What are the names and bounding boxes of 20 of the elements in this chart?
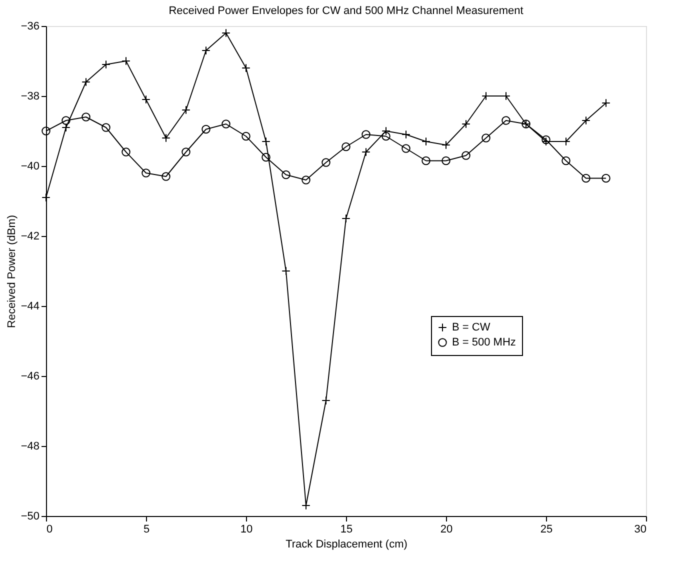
x-tick-label: 25	[540, 524, 553, 536]
legend-label: B = CW	[452, 322, 491, 334]
legend-label: B = 500 MHz	[452, 336, 516, 348]
y-tick-label: −50	[20, 510, 40, 522]
x-tick-label: 0	[46, 524, 53, 536]
y-tick-label: −44	[20, 300, 40, 312]
x-axis-title: Track Displacement (cm)	[286, 538, 408, 550]
y-tick-label: −46	[20, 370, 40, 382]
y-tick-label: −48	[20, 440, 40, 452]
y-tick-label: −38	[20, 90, 40, 102]
x-tick-label: 10	[240, 524, 253, 536]
y-tick-label: −42	[20, 230, 40, 242]
x-tick-label: 20	[440, 524, 453, 536]
x-tick-label: 5	[143, 524, 150, 536]
y-axis-title: Received Power (dBm)	[6, 214, 18, 328]
y-tick-label: −40	[20, 160, 40, 172]
y-tick-label: −36	[20, 20, 40, 32]
x-tick-label: 15	[340, 524, 353, 536]
chart-title: Received Power Envelopes for CW and 500 MHz Channel Measurement	[168, 5, 524, 17]
x-tick-label: 30	[634, 524, 646, 536]
